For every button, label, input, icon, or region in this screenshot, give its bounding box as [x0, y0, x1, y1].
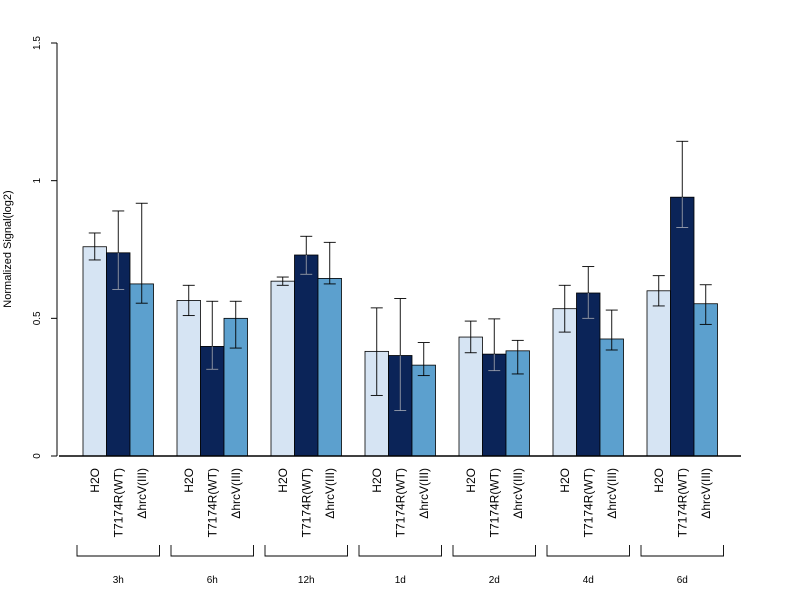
category-label: H2O	[182, 468, 196, 493]
error-bar	[676, 140, 689, 228]
error-bar	[582, 266, 595, 319]
category-label: H2O	[558, 468, 572, 493]
bar	[458, 336, 483, 457]
category-label: ΔhrcV(III)	[511, 468, 525, 519]
category-label: H2O	[88, 468, 102, 493]
category-label: H2O	[276, 468, 290, 493]
error-bar	[652, 275, 665, 307]
error-bar	[511, 339, 524, 375]
error-bar	[558, 284, 571, 333]
group-label: 1d	[395, 575, 406, 586]
category-label: T7174R(WT)	[299, 468, 313, 537]
error-bar	[464, 320, 477, 354]
category-label: ΔhrcV(III)	[135, 468, 149, 519]
bar	[129, 283, 154, 457]
bar	[646, 290, 671, 457]
bar	[599, 338, 624, 457]
category-label: ΔhrcV(III)	[323, 468, 337, 519]
y-axis: 0 0.5 1 1.5	[32, 36, 58, 459]
y-tick-label: 1	[32, 177, 43, 183]
group-bracket	[546, 545, 630, 557]
bar	[294, 254, 319, 457]
bar	[411, 364, 436, 457]
category-label: T7174R(WT)	[111, 468, 125, 537]
error-bar	[488, 318, 501, 372]
category-label: ΔhrcV(III)	[605, 468, 619, 519]
error-bar	[182, 284, 195, 317]
error-bars	[88, 140, 712, 412]
error-bar	[300, 235, 313, 275]
error-bar	[276, 276, 289, 286]
error-bar	[206, 300, 219, 370]
error-bar	[699, 284, 712, 325]
group-brackets: 3h 6h 12h 1d 2d 4d 6d	[76, 545, 724, 586]
category-labels: H2O T7174R(WT) ΔhrcV(III) H2O T7174R(WT) Δhrc…	[88, 468, 713, 537]
category-label: T7174R(WT)	[393, 468, 407, 537]
error-bar	[112, 210, 125, 290]
group-bracket	[76, 545, 160, 557]
category-label: ΔhrcV(III)	[417, 468, 431, 519]
error-bar	[323, 241, 336, 285]
category-label: ΔhrcV(III)	[699, 468, 713, 519]
error-bar	[88, 232, 101, 261]
bar	[670, 196, 695, 457]
category-label: H2O	[370, 468, 384, 493]
y-axis-label: Normalized Signal(log2)	[2, 190, 14, 307]
category-label: T7174R(WT)	[487, 468, 501, 537]
group-bracket	[264, 545, 348, 557]
error-bar	[394, 298, 407, 412]
category-label: T7174R(WT)	[205, 468, 219, 537]
group-bracket	[170, 545, 254, 557]
bar	[176, 300, 201, 457]
y-tick-label: 0.5	[32, 311, 43, 325]
group-label: 2d	[489, 575, 500, 586]
group-label: 6d	[677, 575, 688, 586]
error-bar	[417, 342, 430, 377]
error-bar	[370, 307, 383, 396]
error-bar	[135, 202, 148, 304]
y-tick-label: 1.5	[32, 36, 43, 50]
group-label: 6h	[207, 575, 218, 586]
bar	[270, 280, 295, 457]
bar	[82, 246, 107, 457]
category-label: ΔhrcV(III)	[229, 468, 243, 519]
error-bar	[229, 300, 242, 349]
category-label: T7174R(WT)	[581, 468, 595, 537]
group-bracket	[640, 545, 724, 557]
bar	[317, 278, 342, 457]
category-label: H2O	[464, 468, 478, 493]
category-label: T7174R(WT)	[675, 468, 689, 537]
category-label: H2O	[652, 468, 666, 493]
error-bar	[605, 309, 618, 351]
group-bracket	[358, 545, 442, 557]
group-label: 3h	[113, 575, 124, 586]
group-bracket	[452, 545, 536, 557]
group-label: 12h	[298, 575, 315, 586]
bar	[693, 303, 718, 457]
y-tick-label: 0	[32, 453, 43, 459]
group-label: 4d	[583, 575, 594, 586]
